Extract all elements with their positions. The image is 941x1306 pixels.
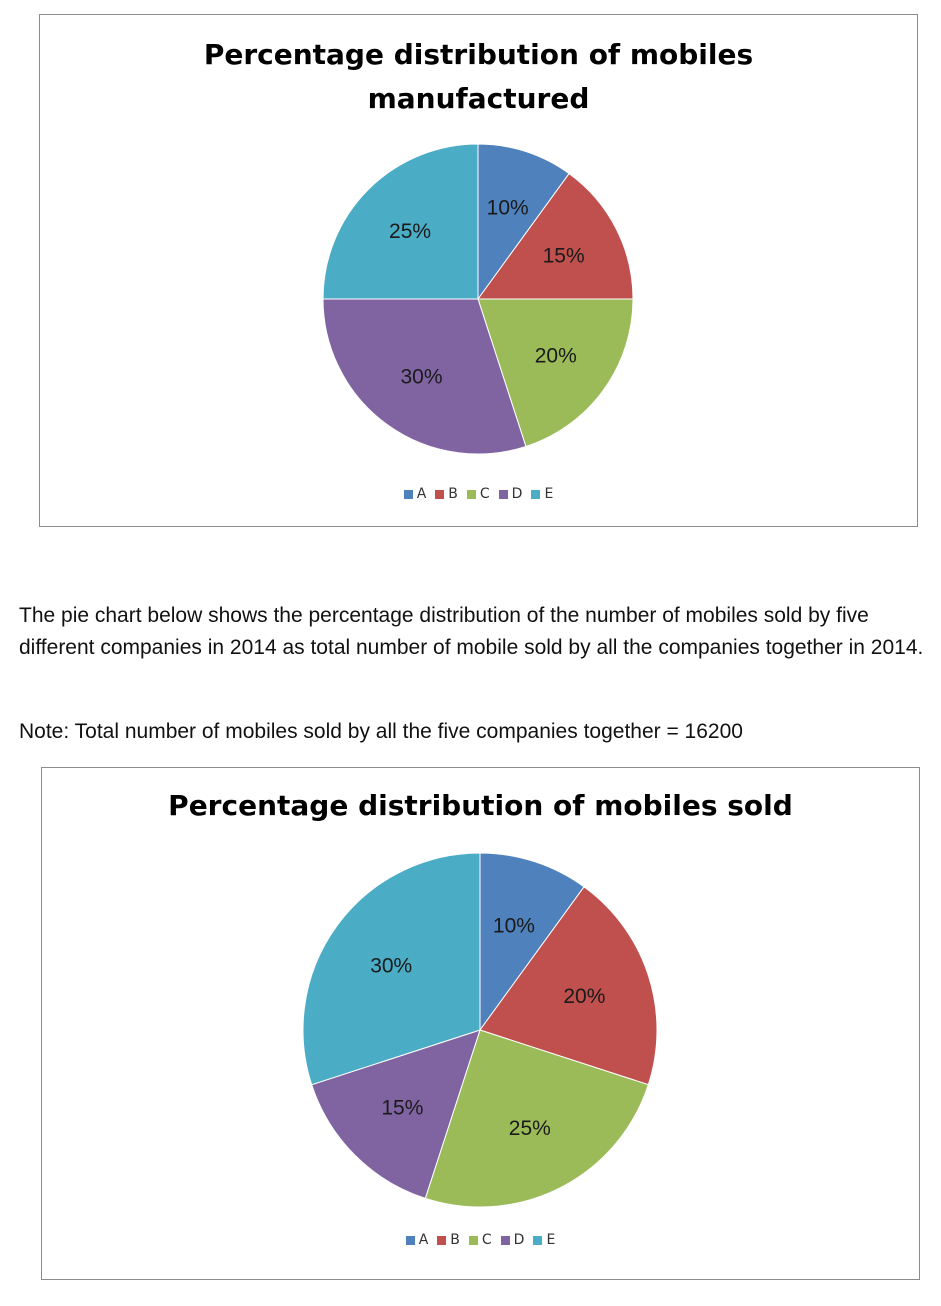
legend-item-e: E <box>531 486 553 502</box>
pie-slice-b <box>479 886 658 1086</box>
slice-label-a: 10% <box>493 915 535 938</box>
legend-swatch-e <box>531 489 541 499</box>
legend-label-d: D <box>511 486 523 502</box>
pie-slice-d <box>311 1029 481 1199</box>
note-paragraph: Note: Total number of mobiles sold by al… <box>19 720 743 743</box>
chart-title: Percentage distribution of mobiles sold <box>168 789 793 822</box>
chart-title: Percentage distribution of mobiles manuf… <box>203 38 754 115</box>
slice-label-d: 30% <box>400 366 442 389</box>
legend-item-c: C <box>466 486 490 502</box>
legend-label-b: B <box>450 1232 460 1248</box>
pie-slice-e <box>302 852 481 1086</box>
slice-label-e: 30% <box>370 954 412 977</box>
legend-label-b: B <box>448 486 458 502</box>
legend-item-d: D <box>498 486 523 502</box>
legend-swatch-a <box>403 489 413 499</box>
pie-slice-c <box>424 1029 649 1208</box>
pie-slice-d <box>322 298 527 455</box>
legend-label-e: E <box>544 486 554 502</box>
legend-swatch-e <box>533 1235 543 1245</box>
legend-item-b: B <box>435 486 458 502</box>
legend-item-d: D <box>500 1232 525 1248</box>
slice-label-c: 20% <box>535 344 577 367</box>
legend-item-a: A <box>405 1232 429 1248</box>
pie-slice-e <box>322 143 479 300</box>
slice-label-e: 25% <box>389 220 431 243</box>
chart-sold: Percentage distribution of mobiles sold … <box>41 767 920 1280</box>
legend-swatch-d <box>500 1235 510 1245</box>
legend-swatch-d <box>498 489 508 499</box>
pie-chart-sold: 10% 20% 25% 15% 30% <box>302 852 658 1208</box>
pie-slice-c <box>477 298 634 448</box>
pie-slice-b <box>477 172 634 300</box>
pie-chart-manufactured: 10% 15% 20% 30% 25% <box>322 143 634 455</box>
chart-manufactured: Percentage distribution of mobiles manuf… <box>39 14 918 527</box>
slice-label-c: 25% <box>509 1117 551 1140</box>
pie-slice-a <box>479 852 585 1032</box>
legend-item-e: E <box>533 1232 555 1248</box>
legend-item-a: A <box>403 486 427 502</box>
pie-slice-a <box>477 143 570 301</box>
legend: A B C D E <box>42 1232 919 1248</box>
legend-label-a: A <box>416 486 427 502</box>
intro-paragraph: The pie chart below shows the percentage… <box>19 604 924 659</box>
legend-label-e: E <box>546 1232 556 1248</box>
legend-label-d: D <box>513 1232 525 1248</box>
slice-label-d: 15% <box>381 1097 423 1120</box>
legend-swatch-c <box>468 1235 478 1245</box>
legend-swatch-b <box>435 489 445 499</box>
legend-item-c: C <box>468 1232 492 1248</box>
slice-label-b: 15% <box>543 244 585 267</box>
legend-swatch-c <box>466 489 476 499</box>
legend-label-c: C <box>479 486 490 502</box>
legend-label-c: C <box>481 1232 492 1248</box>
legend: A B C D E <box>40 486 917 502</box>
legend-swatch-a <box>405 1235 415 1245</box>
legend-swatch-b <box>437 1235 447 1245</box>
slice-label-a: 10% <box>487 197 529 220</box>
legend-item-b: B <box>437 1232 460 1248</box>
legend-label-a: A <box>418 1232 429 1248</box>
slice-label-b: 20% <box>563 985 605 1008</box>
